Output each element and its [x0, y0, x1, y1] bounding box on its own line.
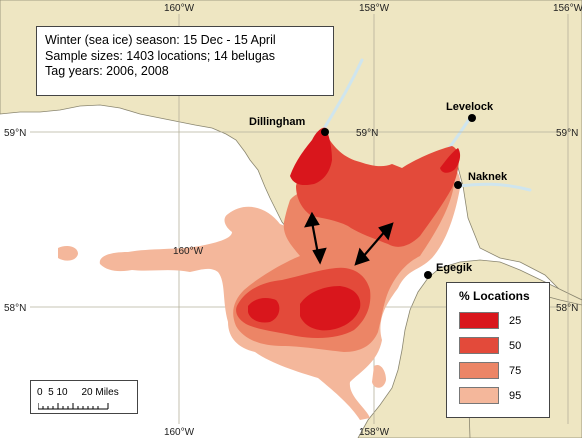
density-25 — [248, 127, 461, 331]
town-marker-levelock — [468, 114, 476, 122]
arrow-1-head-bottom — [312, 247, 327, 265]
town-label-dillingham: Dillingham — [249, 116, 305, 128]
arrow-1-head-top — [304, 211, 320, 228]
tick-left-59n: 59°N — [4, 128, 26, 139]
legend-label-95: 95 — [509, 389, 522, 402]
legend-row-50: 50 — [459, 333, 549, 358]
towns: Dillingham Levelock Naknek Egegik — [249, 101, 508, 279]
movement-arrows — [304, 211, 394, 266]
nushagak-river — [320, 58, 364, 134]
info-line-sample-sizes: Sample sizes: 1403 locations; 14 belugas — [45, 48, 276, 63]
scale-bar-ruler — [38, 403, 109, 410]
legend: % Locations 25 50 75 95 — [446, 282, 550, 418]
legend-label-75: 75 — [509, 364, 522, 377]
town-label-naknek: Naknek — [468, 171, 508, 183]
density-95-west-patch — [58, 246, 78, 261]
longitude-ticks: 160°W 158°W 156°W 160°W 160°W 158°W — [164, 3, 582, 438]
density-25-south-east — [300, 286, 361, 331]
map-info-box: Winter (sea ice) season: 15 Dec - 15 Apr… — [36, 26, 334, 96]
scale-bar-label: 0 5 10 20 Miles — [37, 387, 119, 398]
tick-bottom-158w: 158°W — [359, 427, 390, 438]
town-label-egegik: Egegik — [436, 262, 473, 274]
legend-title: % Locations — [459, 289, 530, 303]
tick-right-58n: 58°N — [556, 303, 578, 314]
tick-left-58n: 58°N — [4, 303, 26, 314]
arrow-2-head-bottom — [354, 247, 370, 266]
tick-top-158w: 158°W — [359, 3, 390, 14]
legend-swatch-75 — [459, 362, 499, 379]
arrow-1 — [310, 221, 320, 255]
arrow-2 — [361, 229, 387, 259]
density-25-kvichak — [440, 148, 461, 173]
density-25-nushagak — [290, 127, 332, 186]
tick-bottom-160w: 160°W — [164, 427, 195, 438]
legend-swatch-50 — [459, 337, 499, 354]
legend-label-25: 25 — [509, 314, 522, 327]
info-line-tag-years: Tag years: 2006, 2008 — [45, 64, 169, 78]
info-line-season: Winter (sea ice) season: 15 Dec - 15 Apr… — [45, 33, 276, 47]
legend-row-95: 95 — [459, 383, 549, 408]
scale-bar: 0 5 10 20 Miles — [30, 380, 138, 414]
town-label-levelock: Levelock — [446, 101, 494, 113]
density-95-south-patch — [372, 364, 386, 388]
legend-label-50: 50 — [509, 339, 522, 352]
arrow-2-head-top — [378, 222, 394, 241]
legend-row-25: 25 — [459, 308, 549, 333]
tick-top-160w: 160°W — [164, 3, 195, 14]
density-25-south-west — [248, 298, 280, 323]
tick-right-59n: 59°N — [556, 128, 578, 139]
legend-swatch-95 — [459, 387, 499, 404]
density-50-north — [296, 134, 459, 247]
town-marker-naknek — [454, 181, 462, 189]
legend-row-75: 75 — [459, 358, 549, 383]
town-marker-egegik — [424, 271, 432, 279]
legend-swatch-25 — [459, 312, 499, 329]
town-marker-dillingham — [321, 128, 329, 136]
tick-mid-59n: 59°N — [356, 128, 378, 139]
tick-top-156w: 156°W — [553, 3, 582, 14]
naknek-river — [456, 182, 532, 192]
tick-mid-160w: 160°W — [173, 246, 204, 257]
scale-bar-ticks — [38, 403, 109, 409]
latitude-ticks: 59°N 58°N 59°N 58°N 59°N — [4, 128, 578, 314]
